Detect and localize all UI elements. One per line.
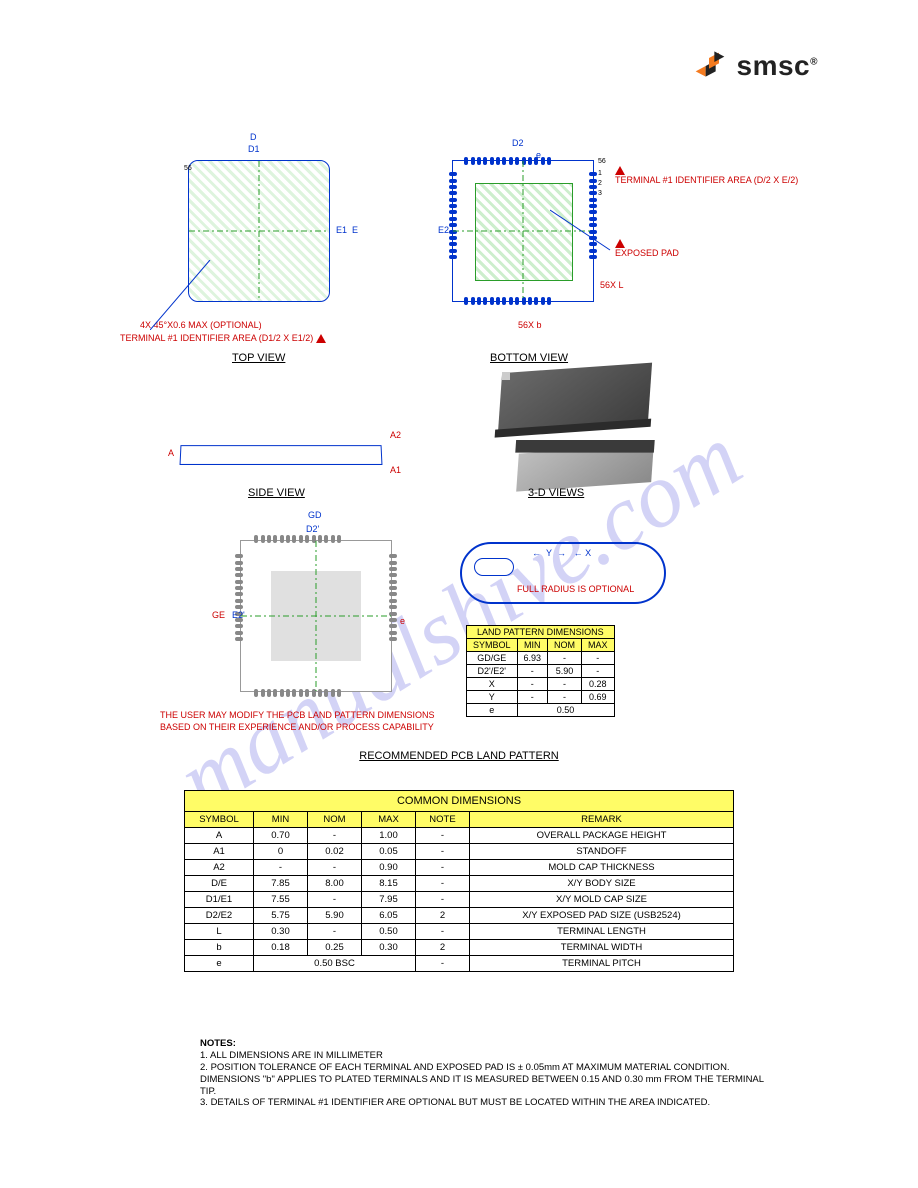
bv-pin3: 3 xyxy=(598,190,602,197)
land-disclaimer-2: BASED ON THEIR EXPERIENCE AND/OR PROCESS… xyxy=(160,722,434,732)
dim-e2: E2 xyxy=(438,225,449,235)
land-pattern-table: LAND PATTERN DIMENSIONS SYMBOL MIN NOM M… xyxy=(466,625,615,717)
land-stub-note: FULL RADIUS IS OPTIONAL xyxy=(517,584,634,594)
page: manualshive.com smsc® 56 D D1 E1 E 4X 45 xyxy=(0,0,918,1188)
bv-pin-len: 56X L xyxy=(600,280,624,290)
dim-ge: GE xyxy=(212,610,225,620)
table-row: L0.30-0.50-TERMINAL LENGTH xyxy=(185,924,734,940)
top-note-2: TERMINAL #1 IDENTIFIER AREA (D1/2 X E1/2… xyxy=(120,333,326,343)
bv-note-id: TERMINAL #1 IDENTIFIER AREA (D/2 X E/2) xyxy=(615,165,798,185)
lp-h-min: MIN xyxy=(517,639,548,652)
side-view-title: SIDE VIEW xyxy=(248,487,305,499)
dim-e: E xyxy=(352,225,358,235)
notes-title: NOTES: xyxy=(200,1038,778,1050)
table-row: e0.50 BSC-TERMINAL PITCH xyxy=(185,956,734,972)
cd-h-remark: REMARK xyxy=(470,812,734,828)
land-pin-detail: ← Y → ← X FULL RADIUS IS OPTIONAL xyxy=(460,542,666,604)
dim-d: D xyxy=(250,132,257,142)
note-item: 3. DETAILS OF TERMINAL #1 IDENTIFIER ARE… xyxy=(200,1097,778,1109)
bottom-view-title: BOTTOM VIEW xyxy=(490,352,568,364)
lp-h-nom: NOM xyxy=(548,639,582,652)
table-row: A100.020.05-STANDOFF xyxy=(185,844,734,860)
dim-a1: A1 xyxy=(390,465,401,475)
land-section-title: RECOMMENDED PCB LAND PATTERN xyxy=(359,750,558,762)
table-row: D/E7.858.008.15-X/Y BODY SIZE xyxy=(185,876,734,892)
bv-pin-count: 56X b xyxy=(518,320,542,330)
cd-h-symbol: SYMBOL xyxy=(185,812,254,828)
lp-h-symbol: SYMBOL xyxy=(467,639,518,652)
table-row: D1/E17.55-7.95-X/Y MOLD CAP SIZE xyxy=(185,892,734,908)
pin-56-label: 56 xyxy=(184,165,192,172)
dim-bv-e: e xyxy=(536,150,541,160)
cd-h-note: NOTE xyxy=(416,812,470,828)
dim-d1: D1 xyxy=(248,144,260,154)
diagram-area: 56 D D1 E1 E 4X 45°X0.6 MAX (OPTIONAL) T… xyxy=(120,130,798,810)
table-row: A2--0.90-MOLD CAP THICKNESS xyxy=(185,860,734,876)
bv-pin2: 2 xyxy=(598,180,602,187)
dim-d2: D2 xyxy=(512,138,524,148)
bv-pin56: 56 xyxy=(598,158,606,165)
note-item: 1. ALL DIMENSIONS ARE IN MILLIMETER xyxy=(200,1050,778,1062)
dim-e2p: E2' xyxy=(232,610,245,620)
common-title: COMMON DIMENSIONS xyxy=(185,791,734,812)
three-d-title: 3-D VIEWS xyxy=(528,487,584,499)
dim-a: A xyxy=(168,448,174,458)
common-dimensions-table: COMMON DIMENSIONS SYMBOL MIN NOM MAX NOT… xyxy=(184,790,734,972)
logo-icon xyxy=(689,51,729,81)
table-row: A0.70-1.00-OVERALL PACKAGE HEIGHT xyxy=(185,828,734,844)
dim-e1: E1 xyxy=(336,225,347,235)
land-table-title: LAND PATTERN DIMENSIONS xyxy=(467,626,615,639)
land-body xyxy=(240,540,392,692)
land-disclaimer-1: THE USER MAY MODIFY THE PCB LAND PATTERN… xyxy=(160,710,435,720)
top-view-title: TOP VIEW xyxy=(232,352,285,364)
table-row: b0.180.250.302TERMINAL WIDTH xyxy=(185,940,734,956)
note-item: 2. POSITION TOLERANCE OF EACH TERMINAL A… xyxy=(200,1062,778,1098)
logo-text: smsc® xyxy=(737,50,819,82)
cd-h-max: MAX xyxy=(362,812,416,828)
dim-d2p: D2' xyxy=(306,524,319,534)
table-row: D2/E25.755.906.052X/Y EXPOSED PAD SIZE (… xyxy=(185,908,734,924)
brand-logo: smsc® xyxy=(689,50,819,82)
notes-section: NOTES: 1. ALL DIMENSIONS ARE IN MILLIMET… xyxy=(200,1038,778,1109)
dim-land-e: e xyxy=(400,616,405,626)
cd-h-min: MIN xyxy=(254,812,308,828)
chip-3d-bottom xyxy=(509,440,662,530)
dim-a2: A2 xyxy=(390,430,401,440)
side-view-body xyxy=(180,445,383,465)
dim-gd: GD xyxy=(308,510,322,520)
cd-h-nom: NOM xyxy=(308,812,362,828)
bv-pin1: 1 xyxy=(598,170,602,177)
lp-h-max: MAX xyxy=(582,639,615,652)
